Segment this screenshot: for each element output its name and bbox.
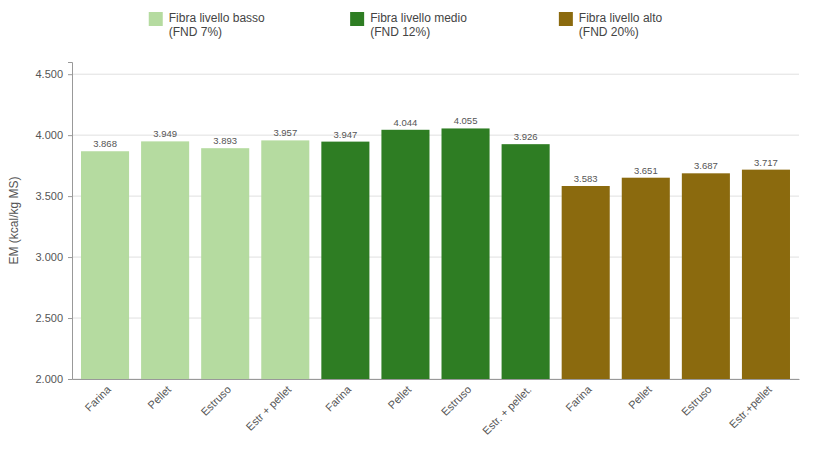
legend-item: Fibra livello alto(FND 20%) [559,11,663,39]
bar [261,140,309,379]
y-tick-mark [68,257,72,258]
x-tick: Farina [323,383,354,414]
grid-line [72,135,799,136]
x-tick-label: Farina [82,383,113,414]
y-tick-label: 4.000 [35,129,63,141]
bar [381,130,429,379]
y-axis: 2.000 2.500 3.000 3.500 4.000 4.500 [35,63,72,386]
data-label: 3.651 [634,165,658,176]
x-tick-label: Pellet [626,383,654,411]
x-tick-label: Estr. + pellet. [480,383,534,437]
y-tick-label: 2.500 [35,312,63,324]
data-label: 3.949 [153,128,177,139]
bar [742,170,790,379]
x-tick-label: Estr.+pellet [727,383,774,430]
data-label: 4.055 [454,115,478,126]
y-axis-line [68,63,73,380]
y-tick-mark [68,135,72,136]
data-labels: 3.868 3.949 3.893 3.957 3.947 4.044 4.055 3.926… [93,115,778,184]
data-label: 3.583 [574,173,598,184]
bar [562,186,610,379]
bar [141,141,189,379]
x-tick: Estruso [439,383,474,418]
x-tick: Pellet [145,383,173,411]
chart: 2.000 2.500 3.000 3.500 4.000 4.500 Farina Pell… [0,0,819,461]
y-tick: 4.000 [35,129,72,141]
data-label: 3.893 [213,135,237,146]
x-tick-label: Estr + pellet [244,383,294,433]
x-axis-line [73,379,800,380]
data-label: 3.717 [754,157,778,168]
grid [72,74,799,379]
x-tick: Pellet [626,383,654,411]
legend-label: Fibra livello alto(FND 20%) [579,11,663,39]
y-tick: 4.500 [35,68,72,80]
bar [442,128,490,379]
data-label: 3.957 [273,127,297,138]
legend-swatch [149,12,163,26]
x-tick-label: Farina [563,383,594,414]
data-label: 3.926 [514,131,538,142]
x-tick: Farina [82,383,113,414]
data-label: 3.687 [694,160,718,171]
y-axis-title: EM (kcal/kg MS) [7,176,21,264]
x-tick: Farina [563,383,594,414]
y-tick: 3.500 [35,190,72,202]
y-tick-label: 3.000 [35,251,63,263]
x-axis: Farina Pellet Estruso Estr + pellet Farina Pe… [73,380,800,437]
x-tick-label: Pellet [385,383,413,411]
x-tick: Estr + pellet [244,383,294,433]
legend: Fibra livello basso(FND 7%) Fibra livello… [149,11,663,39]
y-tick: 2.500 [35,312,72,324]
y-tick-label: 2.000 [35,373,63,385]
bars [81,128,790,379]
legend-label: Fibra livello medio(FND 12%) [370,11,467,39]
legend-item: Fibra livello medio(FND 12%) [350,11,467,39]
legend-item: Fibra livello basso(FND 7%) [149,11,265,39]
legend-swatch [559,12,573,26]
x-tick-label: Estruso [439,383,474,418]
bar [682,173,730,379]
x-tick-label: Pellet [145,383,173,411]
bar [81,151,129,379]
x-tick-label: Estruso [198,383,233,418]
bar [201,148,249,379]
bar [502,144,550,379]
y-tick: 3.000 [35,251,72,263]
data-label: 3.947 [333,129,357,140]
x-tick: Estruso [198,383,233,418]
y-tick-label: 4.500 [35,68,63,80]
plot: 2.000 2.500 3.000 3.500 4.000 4.500 Farina Pell… [7,63,800,437]
y-tick-mark [68,379,72,380]
data-label: 3.868 [93,138,117,149]
y-tick: 2.000 [35,373,72,385]
y-tick-mark [68,196,72,197]
x-tick: Estr.+pellet [727,383,774,430]
bar [321,142,369,379]
x-tick: Estr. + pellet. [480,383,534,437]
legend-label: Fibra livello basso(FND 7%) [169,11,265,39]
y-tick-label: 3.500 [35,190,63,202]
x-tick-label: Estruso [679,383,714,418]
x-tick-label: Farina [323,383,354,414]
y-tick-mark [68,74,72,75]
bar [622,178,670,379]
data-label: 4.044 [394,117,418,128]
grid-line [72,74,799,75]
x-tick: Estruso [679,383,714,418]
legend-swatch [350,12,364,26]
x-tick: Pellet [385,383,413,411]
y-tick-mark [68,318,72,319]
